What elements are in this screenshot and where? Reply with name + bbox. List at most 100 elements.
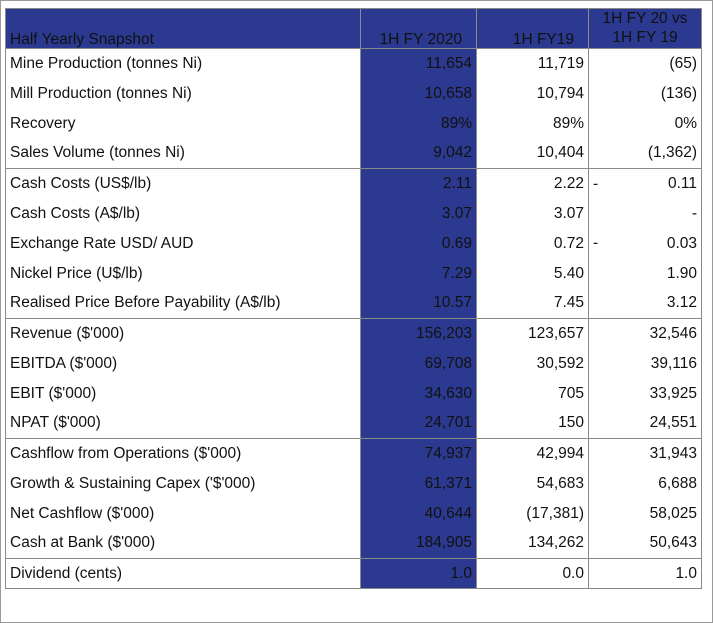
row-variance-cell: 58,025 bbox=[588, 498, 702, 529]
row-variance-value: - bbox=[691, 204, 697, 222]
table-row: Cash at Bank ($'000) 184,905 134,262 50,643 bbox=[5, 528, 702, 559]
row-variance-cell: (136) bbox=[588, 78, 702, 109]
table-row: EBITDA ($'000) 69,708 30,592 39,116 bbox=[5, 348, 702, 379]
row-variance-cell: 3.12 bbox=[588, 288, 702, 319]
row-previous-value: (17,381) bbox=[476, 498, 589, 529]
row-label: Growth & Sustaining Capex ('$'000) bbox=[5, 468, 361, 499]
table-row: Revenue ($'000) 156,203 123,657 32,546 bbox=[5, 317, 702, 349]
row-variance-dash: - bbox=[593, 174, 599, 192]
row-previous-value: 89% bbox=[476, 108, 589, 139]
row-previous-value: 705 bbox=[476, 378, 589, 409]
row-variance-value: 50,643 bbox=[649, 534, 697, 552]
row-previous-value: 5.40 bbox=[476, 258, 589, 289]
row-variance-cell: 50,643 bbox=[588, 528, 702, 559]
table-row: Cash Costs (A$/lb) 3.07 3.07- bbox=[5, 198, 702, 229]
half-yearly-snapshot-table: Half Yearly Snapshot 1H FY 2020 1H FY19 … bbox=[5, 8, 702, 589]
row-previous-value: 134,262 bbox=[476, 528, 589, 559]
table-row: EBIT ($'000) 34,630 705 33,925 bbox=[5, 378, 702, 409]
row-previous-value: 42,994 bbox=[476, 437, 589, 469]
row-label: Realised Price Before Payability (A$/lb) bbox=[5, 288, 361, 319]
row-current-value: 10,658 bbox=[360, 78, 477, 109]
row-variance-cell: - bbox=[588, 198, 702, 229]
row-label: Cashflow from Operations ($'000) bbox=[5, 437, 361, 469]
row-current-value: 11,654 bbox=[360, 48, 477, 79]
row-label: EBIT ($'000) bbox=[5, 378, 361, 409]
row-variance-value: 0% bbox=[674, 114, 697, 132]
row-variance-value: 32,546 bbox=[649, 324, 697, 342]
table-row: Sales Volume (tonnes Ni) 9,042 10,404 (1,36… bbox=[5, 138, 702, 169]
row-variance-value: 1.0 bbox=[675, 564, 697, 582]
row-label: Net Cashflow ($'000) bbox=[5, 498, 361, 529]
header-variance: 1H FY 20 vs 1H FY 19 bbox=[588, 8, 702, 49]
row-variance-value: 6,688 bbox=[658, 474, 697, 492]
table-row: Cash Costs (US$/lb) 2.11 2.22- 0.11 bbox=[5, 167, 702, 199]
row-variance-value: 39,116 bbox=[650, 354, 697, 372]
row-previous-value: 54,683 bbox=[476, 468, 589, 499]
row-label: Mine Production (tonnes Ni) bbox=[5, 48, 361, 79]
table-row: Net Cashflow ($'000) 40,644 (17,381) 58,025 bbox=[5, 498, 702, 529]
row-previous-value: 11,719 bbox=[476, 48, 589, 79]
row-previous-value: 10,404 bbox=[476, 138, 589, 169]
row-variance-value: 1.90 bbox=[666, 264, 697, 282]
row-variance-value: (136) bbox=[660, 84, 697, 102]
row-previous-value: 30,592 bbox=[476, 348, 589, 379]
row-variance-cell: 32,546 bbox=[588, 317, 702, 349]
table-row: Nickel Price (U$/lb) 7.29 5.40 1.90 bbox=[5, 258, 702, 289]
row-previous-value: 2.22 bbox=[476, 167, 589, 199]
row-variance-cell: - 0.03 bbox=[588, 228, 702, 259]
row-label: Dividend (cents) bbox=[5, 557, 361, 589]
header-row: Half Yearly Snapshot 1H FY 2020 1H FY19 … bbox=[5, 8, 702, 49]
table-row: Realised Price Before Payability (A$/lb)… bbox=[5, 288, 702, 319]
row-current-value: 3.07 bbox=[360, 198, 477, 229]
row-label: Cash Costs (US$/lb) bbox=[5, 167, 361, 199]
row-current-value: 24,701 bbox=[360, 408, 477, 439]
row-label: Recovery bbox=[5, 108, 361, 139]
row-current-value: 34,630 bbox=[360, 378, 477, 409]
table-row: Mill Production (tonnes Ni) 10,658 10,794 (… bbox=[5, 78, 702, 109]
row-label: Mill Production (tonnes Ni) bbox=[5, 78, 361, 109]
row-current-value: 1.0 bbox=[360, 557, 477, 589]
table-row: Exchange Rate USD/ AUD 0.69 0.72- 0.03 bbox=[5, 228, 702, 259]
table-row: Recovery 89% 89% 0% bbox=[5, 108, 702, 139]
row-variance-value: 58,025 bbox=[649, 504, 697, 522]
row-current-value: 0.69 bbox=[360, 228, 477, 259]
row-current-value: 89% bbox=[360, 108, 477, 139]
row-variance-value: (1,362) bbox=[647, 144, 697, 162]
row-variance-value: 3.12 bbox=[666, 294, 697, 312]
row-current-value: 2.11 bbox=[360, 167, 477, 199]
row-variance-cell: 24,551 bbox=[588, 408, 702, 439]
row-current-value: 74,937 bbox=[360, 437, 477, 469]
row-label: Revenue ($'000) bbox=[5, 317, 361, 349]
row-variance-value: 33,925 bbox=[649, 384, 697, 402]
row-variance-value: 24,551 bbox=[649, 414, 697, 432]
row-current-value: 40,644 bbox=[360, 498, 477, 529]
row-label: Exchange Rate USD/ AUD bbox=[5, 228, 361, 259]
row-previous-value: 0.72 bbox=[476, 228, 589, 259]
header-label: Half Yearly Snapshot bbox=[5, 8, 361, 49]
header-variance-line1: 1H FY 20 vs bbox=[602, 10, 688, 27]
row-current-value: 7.29 bbox=[360, 258, 477, 289]
row-previous-value: 0.0 bbox=[476, 557, 589, 589]
row-variance-value: (65) bbox=[669, 54, 697, 72]
row-variance-cell: 39,116 bbox=[588, 348, 702, 379]
row-previous-value: 10,794 bbox=[476, 78, 589, 109]
row-variance-value: 31,943 bbox=[649, 444, 697, 462]
row-variance-value: 0.11 bbox=[667, 174, 697, 192]
header-previous-period: 1H FY19 bbox=[476, 8, 589, 49]
row-variance-cell: 1.90 bbox=[588, 258, 702, 289]
row-variance-cell: - 0.11 bbox=[588, 167, 702, 199]
row-label: EBITDA ($'000) bbox=[5, 348, 361, 379]
row-label: Cash at Bank ($'000) bbox=[5, 528, 361, 559]
row-variance-dash: - bbox=[593, 234, 599, 252]
row-variance-cell: (65) bbox=[588, 48, 702, 79]
header-variance-line2: 1H FY 19 bbox=[612, 29, 678, 47]
row-current-value: 156,203 bbox=[360, 317, 477, 349]
header-current-period: 1H FY 2020 bbox=[360, 8, 477, 49]
row-label: Nickel Price (U$/lb) bbox=[5, 258, 361, 289]
table-row: Growth & Sustaining Capex ('$'000) 61,371… bbox=[5, 468, 702, 499]
table-row: Mine Production (tonnes Ni) 11,654 11,719 (… bbox=[5, 48, 702, 79]
row-previous-value: 3.07 bbox=[476, 198, 589, 229]
row-previous-value: 150 bbox=[476, 408, 589, 439]
row-label: Cash Costs (A$/lb) bbox=[5, 198, 361, 229]
row-current-value: 9,042 bbox=[360, 138, 477, 169]
